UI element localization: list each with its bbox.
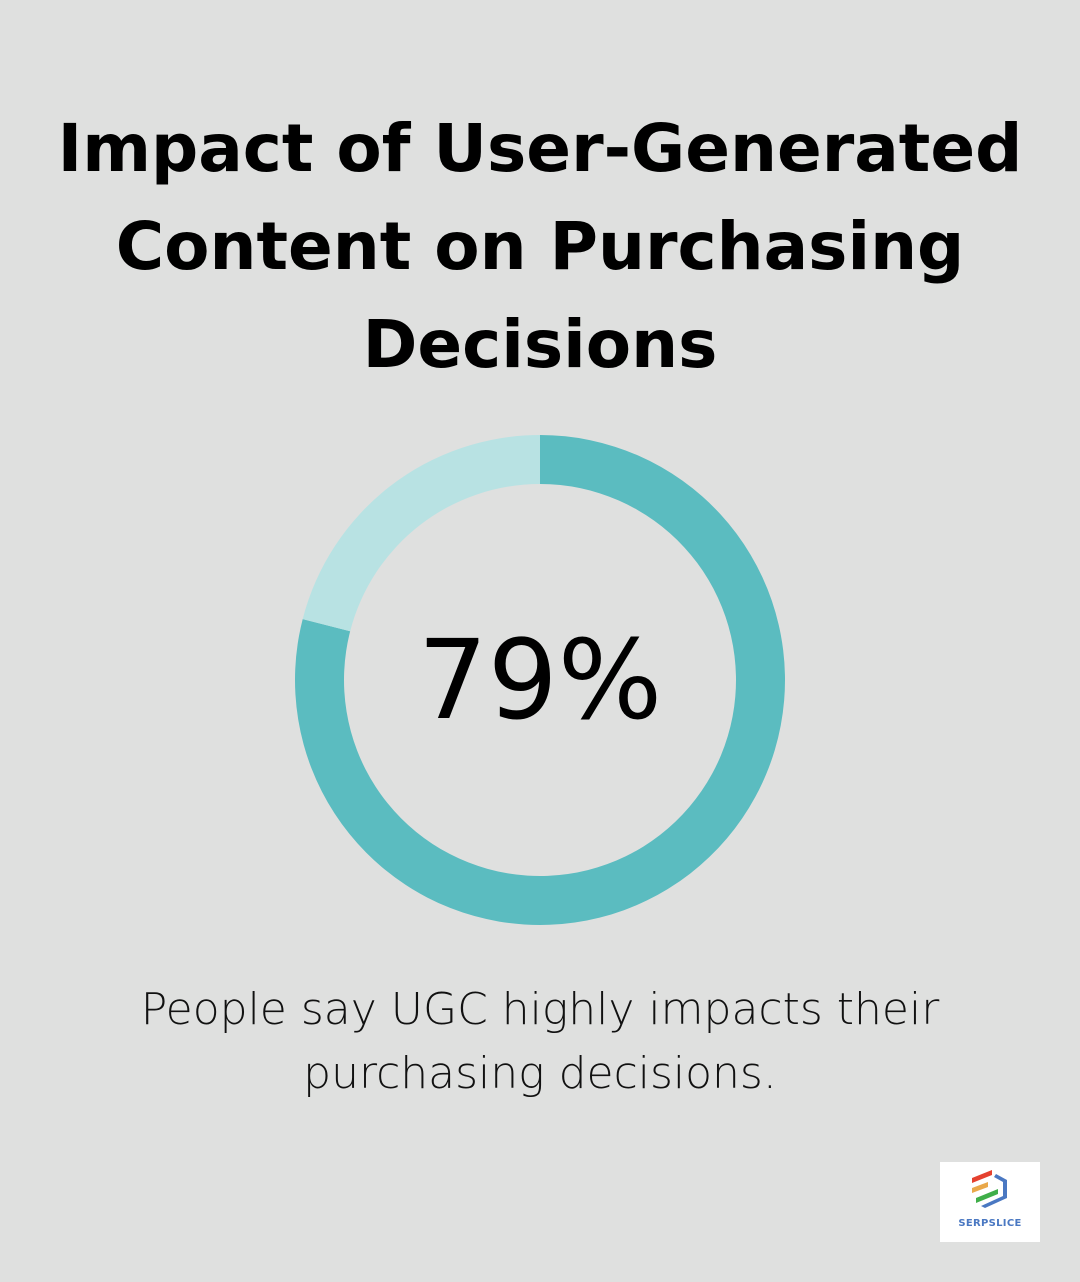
donut-chart — [295, 435, 785, 925]
caption: People say UGC highly impacts their purc… — [140, 984, 940, 1099]
donut-segment-remainder — [302, 435, 540, 632]
serpslice-logo: SERPSLICE — [940, 1162, 1040, 1242]
logo-mark-icon — [972, 1170, 1007, 1208]
logo-text: SERPSLICE — [958, 1218, 1022, 1229]
page-title: Impact of User-Generated Content on Purc… — [57, 110, 1023, 383]
center-value: 79% — [417, 616, 663, 744]
